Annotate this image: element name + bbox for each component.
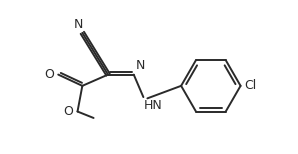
Text: Cl: Cl — [244, 79, 256, 92]
Text: N: N — [136, 59, 145, 72]
Text: N: N — [74, 18, 83, 31]
Text: HN: HN — [144, 99, 163, 112]
Text: O: O — [44, 68, 54, 81]
Text: O: O — [63, 105, 74, 118]
